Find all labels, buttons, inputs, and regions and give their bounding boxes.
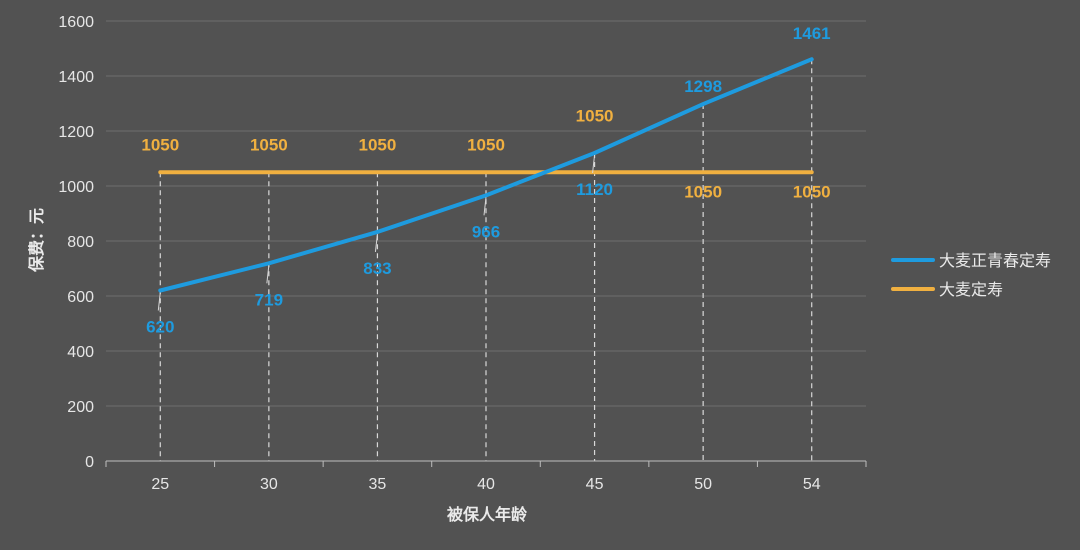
data-label-blue: 833 <box>363 259 391 278</box>
data-label-blue: 1461 <box>793 24 831 43</box>
x-axis-label: 被保人年龄 <box>447 505 528 524</box>
y-tick-label: 0 <box>85 454 94 471</box>
drop-lines <box>159 59 813 461</box>
data-label-orange: 1050 <box>359 135 397 154</box>
data-label-orange: 1050 <box>467 135 505 154</box>
data-label-blue: 620 <box>146 318 174 337</box>
y-axis-label: 保费：元 <box>27 208 46 273</box>
axes: 0 200 400 600 800 1000 1200 1400 1600 25 30 35 40 45 5… <box>58 14 867 493</box>
legend-label: 大麦正青春定寿 <box>939 252 1051 270</box>
x-tick-label: 50 <box>694 476 712 493</box>
data-label-orange: 1050 <box>576 106 614 125</box>
y-tick-label: 200 <box>67 399 94 416</box>
data-label-orange: 1050 <box>141 135 179 154</box>
leader-line <box>266 265 270 284</box>
x-tick-label: 35 <box>369 476 387 493</box>
leader-line <box>592 154 596 174</box>
data-label-orange: 1050 <box>684 182 722 201</box>
y-tick-label: 400 <box>67 344 94 361</box>
data-labels: 620 719 833 966 1120 1298 1461 1050 1050 1050 1050… <box>141 24 830 336</box>
leader-line <box>483 197 487 216</box>
series-line <box>158 57 814 293</box>
y-tick-label: 1600 <box>58 14 94 31</box>
data-label-orange: 1050 <box>793 182 831 201</box>
data-label-orange: 1050 <box>250 135 288 154</box>
legend-label: 大麦定寿 <box>939 281 1003 299</box>
data-label-blue: 1298 <box>684 77 722 96</box>
data-label-blue: 1120 <box>576 180 613 199</box>
data-label-blue: 966 <box>472 222 500 241</box>
x-tick-label: 45 <box>586 476 604 493</box>
y-tick-label: 600 <box>67 289 94 306</box>
x-tick-label: 40 <box>477 476 495 493</box>
series-lines <box>158 57 814 293</box>
data-label-blue: 719 <box>255 290 283 309</box>
y-tick-label: 800 <box>67 234 94 251</box>
y-tick-label: 1200 <box>58 124 94 141</box>
x-tick-label: 54 <box>803 476 821 493</box>
x-tick-label: 25 <box>151 476 169 493</box>
y-tick-label: 1400 <box>58 69 94 86</box>
leader-line <box>157 292 161 311</box>
y-tick-label: 1000 <box>58 179 94 196</box>
x-tick-label: 30 <box>260 476 278 493</box>
leader-line <box>374 233 378 252</box>
